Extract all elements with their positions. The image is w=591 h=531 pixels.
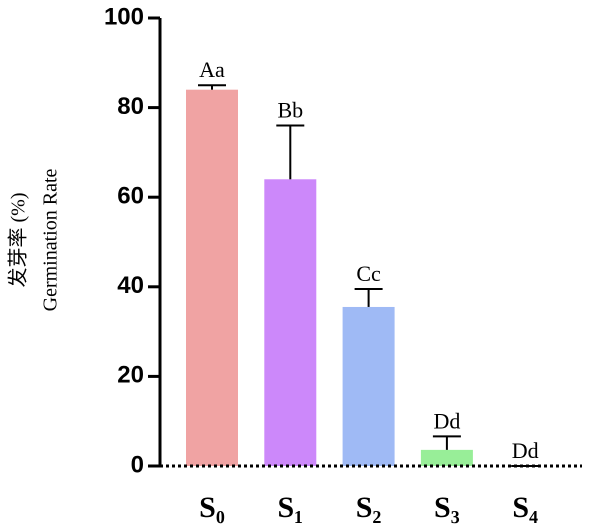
y-tick-label: 100: [104, 3, 144, 30]
x-tick-label: S₀: [199, 491, 225, 524]
x-tick-label: S₂: [356, 491, 382, 524]
x-tick-label: S₁: [277, 491, 303, 524]
significance-letter: Bb: [277, 98, 303, 123]
bar: [264, 179, 317, 466]
significance-letter: Dd: [433, 408, 460, 433]
y-tick-label: 20: [117, 362, 144, 389]
x-tick-label: S₄: [512, 491, 538, 524]
y-axis-label: 发芽率 (%): [7, 193, 30, 288]
bar: [342, 306, 395, 466]
significance-letter: Dd: [512, 438, 539, 463]
y-tick-label: 80: [117, 93, 144, 120]
y-tick-label: 0: [131, 451, 144, 478]
significance-letter: Aa: [199, 57, 225, 82]
significance-letter: Cc: [356, 261, 381, 286]
x-tick-label: S₃: [434, 491, 460, 524]
y-axis-label: Germination Rate: [40, 169, 62, 312]
y-tick-label: 40: [117, 272, 144, 299]
bar: [420, 449, 473, 466]
y-tick-label: 60: [117, 183, 144, 210]
bar: [186, 89, 238, 467]
